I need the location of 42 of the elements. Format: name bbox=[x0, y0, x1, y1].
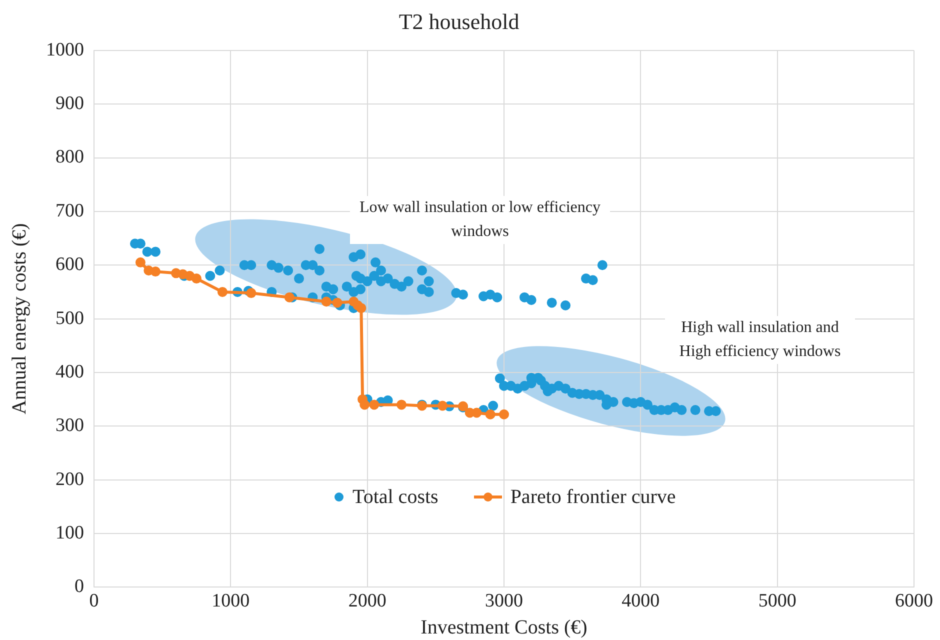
y-tick-label: 900 bbox=[56, 93, 84, 114]
point bbox=[321, 296, 332, 307]
y-tick-label: 200 bbox=[56, 468, 84, 490]
y-tick-label: 700 bbox=[56, 200, 84, 222]
y-tick-label: 0 bbox=[74, 576, 84, 598]
point bbox=[217, 286, 228, 297]
y-tick-label: 100 bbox=[56, 522, 84, 544]
x-tick-label: 2000 bbox=[348, 590, 386, 612]
y-tick-label: 800 bbox=[56, 146, 84, 168]
x-tick-label: 4000 bbox=[622, 590, 660, 612]
x-tick-label: 6000 bbox=[895, 590, 933, 612]
point bbox=[284, 292, 294, 302]
x-tick-label: 1000 bbox=[212, 590, 250, 612]
point bbox=[150, 266, 160, 277]
y-tick-label: 1000 bbox=[46, 39, 84, 60]
y-tick-label: 300 bbox=[56, 415, 84, 436]
x-axis-title: Investment Costs (€) bbox=[420, 616, 588, 638]
x-tick-label: 5000 bbox=[758, 590, 796, 612]
point bbox=[438, 400, 448, 411]
point bbox=[135, 257, 146, 268]
point bbox=[356, 303, 366, 314]
point bbox=[369, 400, 380, 410]
legend-label: Pareto frontier curve bbox=[510, 486, 676, 509]
x-tick-label: 0 bbox=[89, 590, 99, 612]
chart-title: T2 household bbox=[398, 8, 520, 34]
legend-label: Total costs bbox=[352, 486, 438, 509]
annotation: Low wall insulation or low efficiency windows bbox=[350, 196, 610, 244]
y-tick-label: 600 bbox=[56, 254, 84, 276]
point bbox=[472, 408, 482, 418]
point bbox=[499, 409, 509, 420]
point bbox=[192, 274, 202, 284]
y-tick-label: 400 bbox=[56, 361, 84, 382]
y-tick-label: 500 bbox=[56, 308, 84, 329]
point bbox=[184, 270, 195, 281]
annotation: High wall insulation and High efficiency windows bbox=[665, 316, 855, 364]
y-axis-title: Annual energy costs (€) bbox=[8, 223, 30, 414]
x-tick-label: 3000 bbox=[485, 590, 523, 612]
point bbox=[246, 288, 256, 298]
point bbox=[332, 298, 342, 308]
point bbox=[485, 409, 496, 420]
point bbox=[396, 400, 406, 410]
point bbox=[360, 400, 370, 410]
